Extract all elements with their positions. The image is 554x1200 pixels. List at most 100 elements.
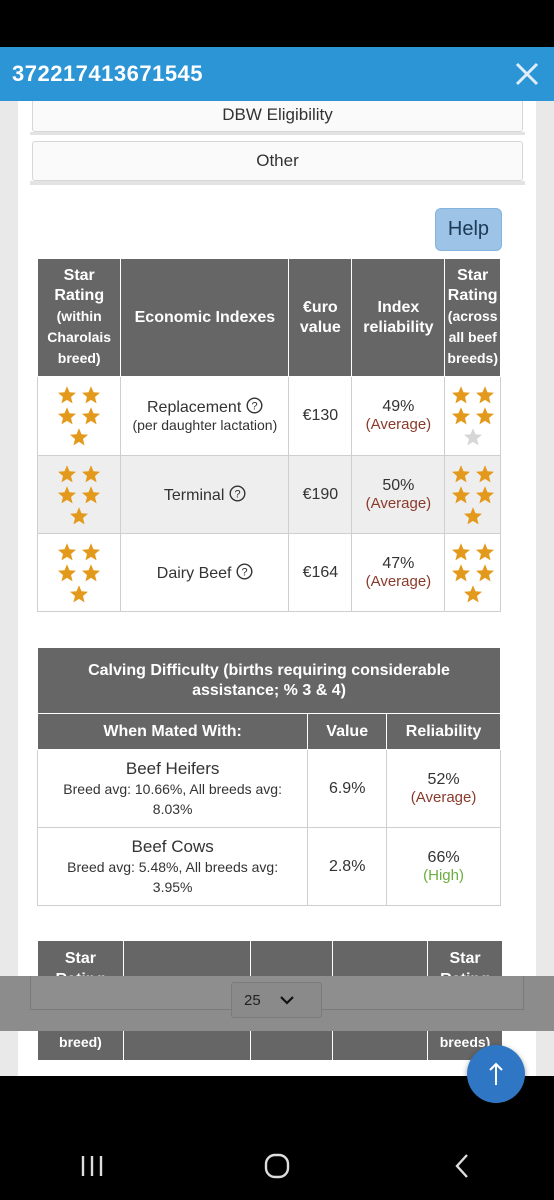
content-area[interactable]: DBW Eligibility Other Help Star Rating (… [0,101,554,1076]
help-circle-icon[interactable]: ? [229,484,246,502]
calving-value: 2.8% [307,827,388,906]
svg-text:?: ? [234,488,240,500]
status-bar [0,0,554,47]
index-name: Dairy Beef [156,564,232,582]
star-rating-stars [57,542,101,604]
mated-with-name: Beef Heifers [125,758,220,778]
reliability-pct: 49% [382,398,415,415]
header-reliability: Reliability [386,713,501,750]
header-when-mated-with: When Mated With: [36,713,309,750]
reliability-label: (Average) [410,788,477,806]
home-icon [264,1153,290,1178]
reliability-cell: 66% (High) [386,827,501,906]
reliability-label: (Average) [365,416,432,433]
star-filled-icon [82,407,101,425]
star-filled-icon [475,563,494,581]
reliability-cell: 52% (Average) [386,749,501,828]
star-rating-across [444,533,501,612]
header-index-reliability: Index reliability [351,258,446,377]
mated-with-averages: Breed avg: 10.66%, All breeds avg: 8.03% [63,780,282,817]
svg-text:?: ? [241,566,247,578]
scroll-to-top-button[interactable] [467,1045,525,1103]
star-filled-icon [451,407,470,425]
star-filled-icon [58,386,77,404]
index-name-cell: Dairy Beef ? [120,533,290,612]
star-rating-within [36,376,122,456]
star-filled-icon [451,386,470,404]
mated-with-averages: Breed avg: 5.48%, All breeds avg: 3.95% [67,858,279,895]
star-filled-icon [475,542,494,560]
window-title: 372217413671545 [12,61,204,86]
chevron-down-icon [279,996,294,1005]
star-filled-icon [70,584,89,602]
header-value: Value [307,713,388,750]
star-filled-icon [58,563,77,581]
help-circle-icon[interactable]: ? [246,397,263,414]
table-row: Dairy Beef ? €164 47% (Average) [36,533,501,612]
star-filled-icon [58,464,77,482]
reliability-label: (Average) [365,572,432,590]
index-subtitle: (per daughter lactation) [132,417,278,433]
header-star-rating-within: Star Rating (within Charolais breed) [36,258,122,377]
star-rating-stars [451,464,495,526]
star-filled-icon [475,407,494,425]
help-circle-icon[interactable]: ? [236,562,253,580]
arrow-up-icon [489,1062,503,1085]
star-filled-icon [70,428,89,446]
star-rating-stars [451,385,495,447]
table-row: Beef Cows Breed avg: 5.48%, All breeds a… [36,827,501,906]
recent-apps-button[interactable] [62,1136,122,1196]
star-filled-icon [475,386,494,404]
table-row: Terminal ? €190 50% (Average) [36,455,501,534]
page-size-select[interactable]: 25 [231,982,322,1018]
star-rating-within [36,533,122,612]
back-icon [455,1153,468,1178]
star-rating-within [36,455,122,534]
index-name: Terminal [163,486,225,504]
index-name: Replacement [147,399,242,416]
dbw-eligibility-button[interactable]: DBW Eligibility [32,101,523,132]
help-button[interactable]: Help [435,208,502,251]
star-filled-icon [451,485,470,503]
star-empty-icon [463,428,482,446]
header-star-within-main: Star Rating [54,267,105,304]
back-button[interactable] [432,1136,492,1196]
other-button[interactable]: Other [32,141,523,181]
close-icon [515,62,539,86]
star-filled-icon [82,464,101,482]
star-rating-across [444,455,501,534]
mated-with-cell: Beef Heifers Breed avg: 10.66%, All bree… [36,749,309,828]
mated-with-name: Beef Cows [131,836,214,856]
star-filled-icon [451,542,470,560]
reliability-pct: 47% [382,554,415,572]
star-rating-across [444,376,501,456]
star-rating-stars [57,385,101,447]
star-filled-icon [463,506,482,524]
index-name-cell: Terminal ? [120,455,290,534]
reliability-cell: 49% (Average) [351,376,446,456]
star-filled-icon [58,407,77,425]
calving-value: 6.9% [307,749,388,828]
header-star-within-sub: (within Charolais breed) [47,308,112,366]
reliability-cell: 50% (Average) [351,455,446,534]
star-filled-icon [70,506,89,524]
mated-with-cell: Beef Cows Breed avg: 5.48%, All breeds a… [36,827,309,906]
star-filled-icon [475,485,494,503]
star-rating-stars [57,464,101,526]
table-row: Beef Heifers Breed avg: 10.66%, All bree… [36,749,501,828]
reliability-cell: 47% (Average) [351,533,446,612]
reliability-pct: 50% [382,476,415,494]
header-euro-value: €uro value [288,258,353,377]
star-filled-icon [82,485,101,503]
star-filled-icon [463,584,482,602]
star-filled-icon [82,563,101,581]
reliability-pct: 66% [427,848,460,866]
svg-text:?: ? [251,401,257,413]
close-button[interactable] [500,47,554,101]
recent-apps-icon [82,1155,103,1176]
star-filled-icon [82,542,101,560]
accordion-divider [30,132,525,135]
home-button[interactable] [247,1136,307,1196]
euro-value: €130 [288,376,353,456]
header-star-rating-across: Star Rating (across all beef breeds) [444,258,501,377]
